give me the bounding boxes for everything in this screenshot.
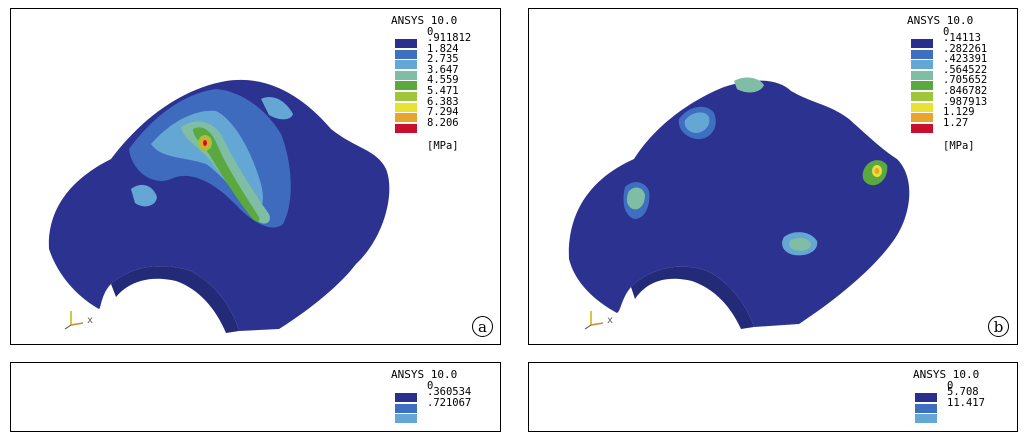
legend-min-value: 0 bbox=[427, 380, 434, 392]
legend-value: .846782 bbox=[943, 84, 988, 97]
stress-contour-mesh-b bbox=[568, 77, 910, 329]
axis-triad: x bbox=[63, 307, 103, 335]
legend-value: 5.471 bbox=[427, 84, 459, 97]
legend-value: .282261 bbox=[943, 42, 988, 55]
contour-panel-d: ANSYS 10.0 0 5.708 11.417 bbox=[528, 362, 1018, 432]
legend-swatch bbox=[911, 102, 933, 112]
legend-unit: [MPa] bbox=[427, 140, 459, 152]
legend-value: .911812 bbox=[427, 32, 472, 44]
legend-value: .721067 bbox=[427, 396, 472, 409]
legend-swatch bbox=[395, 81, 417, 91]
legend-swatch bbox=[395, 91, 417, 101]
ansys-title: ANSYS 10.0 bbox=[913, 368, 980, 381]
axis-triad-icon bbox=[64, 311, 84, 330]
legend-swatch bbox=[911, 91, 933, 101]
legend-min-value: 0 bbox=[427, 26, 434, 38]
legend-swatch bbox=[911, 70, 933, 80]
legend-value: 7.294 bbox=[427, 106, 459, 119]
legend-swatch bbox=[395, 414, 417, 424]
legend-value: 6.383 bbox=[427, 95, 459, 108]
panel-label: a bbox=[472, 316, 493, 337]
legend-swatch bbox=[915, 414, 937, 424]
legend-swatch bbox=[395, 60, 417, 70]
legend-swatch bbox=[911, 39, 933, 48]
legend-value: 1.27 bbox=[943, 116, 969, 129]
ansys-title: ANSYS 10.0 bbox=[907, 14, 974, 27]
legend-value: 3.647 bbox=[427, 63, 459, 76]
legend-swatch bbox=[395, 123, 417, 133]
legend-min-value: 0 bbox=[947, 380, 954, 392]
axis-x-label: x bbox=[607, 315, 614, 326]
legend-swatch bbox=[911, 123, 933, 133]
legend-swatch bbox=[395, 113, 417, 123]
legend-swatch bbox=[395, 102, 417, 112]
legend-unit: [MPa] bbox=[943, 140, 975, 152]
stress-contour-mesh-a bbox=[48, 79, 390, 333]
contour-panel-c: ANSYS 10.0 0 .360534 .721067 bbox=[10, 362, 501, 432]
legend-swatch bbox=[915, 403, 937, 413]
legend-value: .423391 bbox=[943, 53, 988, 66]
legend-value: .564522 bbox=[943, 63, 988, 76]
legend-swatch bbox=[395, 49, 417, 59]
ansys-title: ANSYS 10.0 bbox=[391, 14, 458, 27]
legend-value: 2.735 bbox=[427, 53, 459, 66]
contour-panel-b: ANSYS 10.0 0 .14113 .282261 .423391 .564… bbox=[528, 8, 1018, 345]
axis-triad: x bbox=[583, 307, 623, 335]
legend-swatch bbox=[395, 403, 417, 413]
legend-min-value: 0 bbox=[943, 26, 950, 38]
legend-value: 8.206 bbox=[427, 116, 459, 129]
legend-value: .14113 bbox=[943, 32, 981, 44]
legend-swatch bbox=[911, 49, 933, 59]
legend-swatch bbox=[911, 60, 933, 70]
legend-value: .705652 bbox=[943, 74, 988, 87]
legend-swatch bbox=[911, 113, 933, 123]
legend-value: 4.559 bbox=[427, 74, 459, 87]
legend-value: 5.708 bbox=[947, 386, 979, 398]
legend-swatch bbox=[395, 39, 417, 48]
contour-panel-a: ANSYS 10.0 0 .911812 1.824 2.735 3.647 4… bbox=[10, 8, 501, 345]
axis-triad-icon bbox=[584, 311, 604, 330]
legend-value: 1.824 bbox=[427, 42, 459, 55]
legend-swatch bbox=[915, 393, 937, 402]
axis-x-label: x bbox=[87, 315, 94, 326]
ansys-title: ANSYS 10.0 bbox=[391, 368, 458, 381]
legend-swatch bbox=[395, 393, 417, 402]
panel-label: b bbox=[988, 316, 1009, 337]
legend-value: .360534 bbox=[427, 386, 472, 398]
legend-value: .987913 bbox=[943, 95, 988, 108]
legend-swatch bbox=[395, 70, 417, 80]
legend-swatch bbox=[911, 81, 933, 91]
legend-value: 1.129 bbox=[943, 106, 975, 119]
legend-value: 11.417 bbox=[947, 396, 985, 409]
